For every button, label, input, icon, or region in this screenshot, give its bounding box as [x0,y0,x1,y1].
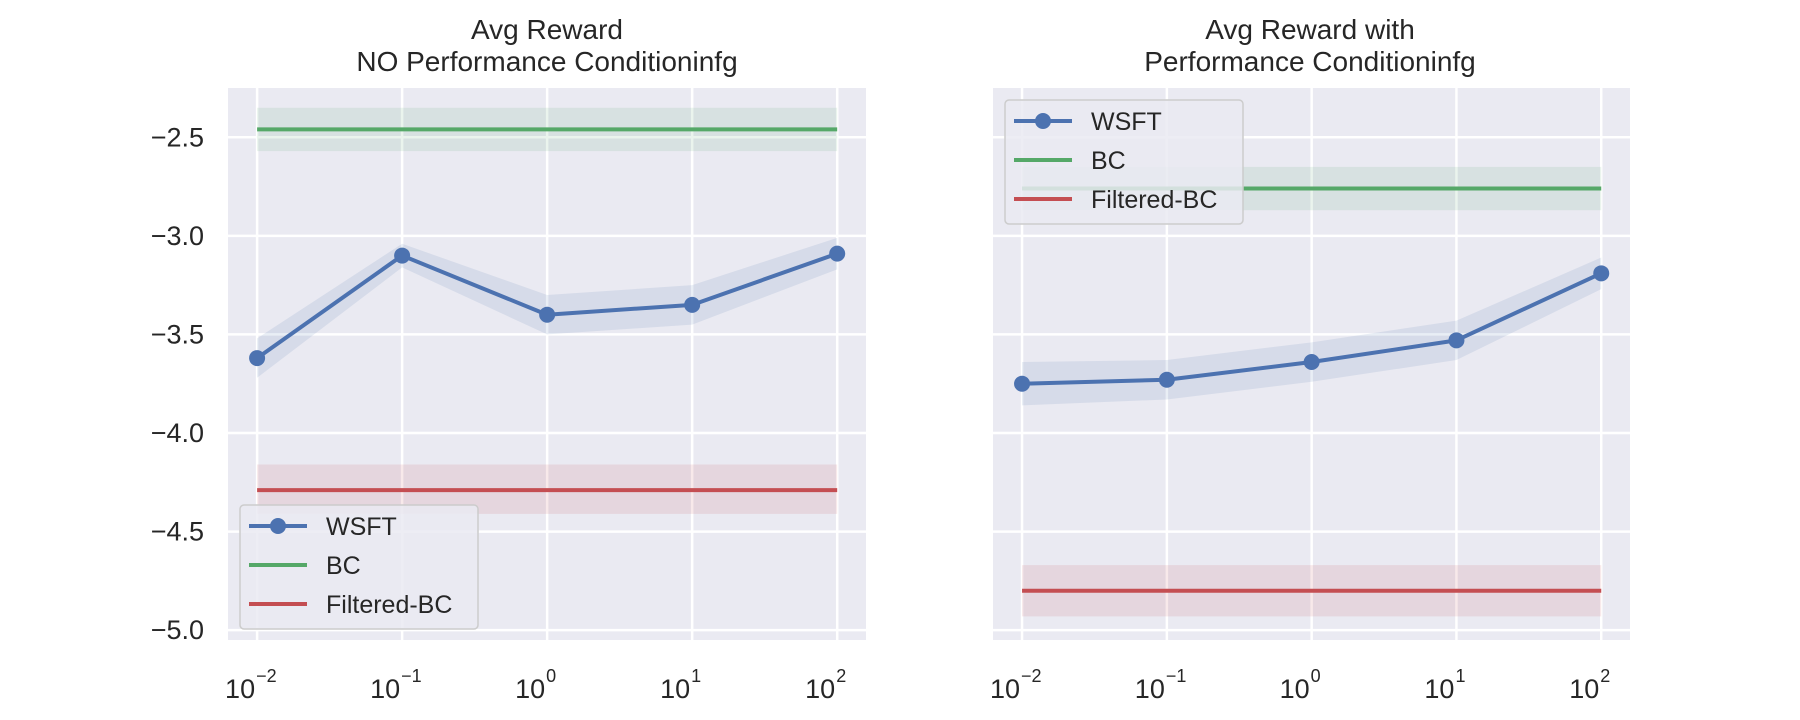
chart-right-point-wsft-4 [1593,265,1610,282]
chart-left-x-tick-exponent: 2 [836,666,846,686]
chart-left-legend-item-wsft: WSFT [249,513,397,541]
chart-left-legend-box [239,504,479,630]
chart-right-point-wsft-2 [1303,354,1320,371]
chart-left-legend-item-bc: BC [249,552,361,580]
chart-left-title-line-1: Avg Reward [471,14,623,45]
chart-right-x-tick-base: 10 [1280,674,1310,704]
chart-left-point-wsft-2 [539,306,556,323]
chart-left-title-line-2: NO Performance Conditioninfg [356,46,737,77]
chart-left-point-wsft-3 [684,296,701,313]
chart-left: Avg Reward NO Performance Conditioninfg … [151,14,866,704]
chart-left-point-wsft-0 [249,350,266,367]
chart-right-x-tick-label: 10 −2 [990,666,1042,704]
chart-right-x-tick-exponent: 2 [1600,666,1610,686]
chart-right-x-tick-labels: 10 −2 10 −1 10 0 10 1 10 2 [990,666,1610,704]
chart-right-legend-label-filtered_bc: Filtered-BC [1091,186,1217,214]
chart-left-point-wsft-1 [394,247,411,264]
chart-right-x-tick-label: 10 2 [1569,666,1610,704]
chart-left-y-tick-label: −4.5 [151,517,204,547]
chart-left-x-tick-base: 10 [370,674,400,704]
chart-left-x-tick-base: 10 [660,674,690,704]
chart-left-legend: WSFT BC Filtered-BC [239,504,479,630]
chart-left-y-tick-label: −3.0 [151,221,204,251]
chart-left-x-tick-exponent: 0 [546,666,556,686]
chart-left-x-tick-label: 10 0 [515,666,556,704]
chart-left-x-tick-label: 10 2 [805,666,846,704]
chart-left-y-tick-label: −2.5 [151,122,204,152]
chart-right-x-tick-exponent: 0 [1311,666,1321,686]
chart-right-legend-item-wsft: WSFT [1014,108,1162,136]
chart-right-x-tick-exponent: −1 [1166,666,1187,686]
chart-right-legend: WSFT BC Filtered-BC [1004,99,1244,225]
chart-right-legend-box [1004,99,1244,225]
chart-left-y-tick-labels: −2.5 −3.0 −3.5 −4.0 −4.5 −5.0 [151,122,204,645]
chart-left-x-tick-exponent: 1 [691,666,701,686]
chart-right-title-line-1: Avg Reward with [1205,14,1415,45]
chart-left-y-tick-label: −3.5 [151,319,204,349]
chart-right-legend-label-wsft: WSFT [1091,108,1162,136]
chart-right-x-tick-base: 10 [990,674,1020,704]
chart-left-legend-marker-wsft [270,518,286,534]
chart-left-x-tick-exponent: −1 [401,666,422,686]
chart-left-x-tick-labels: 10 −2 10 −1 10 0 10 1 10 2 [225,666,846,704]
chart-right: Avg Reward with Performance Conditioninf… [990,14,1630,704]
chart-right-x-tick-label: 10 −1 [1135,666,1187,704]
chart-left-x-tick-base: 10 [805,674,835,704]
chart-right-points [1014,265,1610,392]
chart-left-legend-item-filtered_bc: Filtered-BC [249,591,452,619]
chart-left-x-tick-exponent: −2 [256,666,277,686]
chart-left-y-tick-label: −5.0 [151,615,204,645]
chart-left-y-tick-label: −4.0 [151,418,204,448]
chart-left-x-tick-label: 10 −1 [370,666,422,704]
chart-left-x-tick-label: 10 −2 [225,666,277,704]
chart-right-x-tick-label: 10 1 [1424,666,1465,704]
chart-right-x-tick-base: 10 [1424,674,1454,704]
chart-right-x-tick-label: 10 0 [1280,666,1321,704]
chart-right-legend-item-filtered_bc: Filtered-BC [1014,186,1217,214]
chart-right-x-tick-base: 10 [1569,674,1599,704]
chart-right-legend-item-bc: BC [1014,147,1126,175]
chart-right-band-wsft [1022,257,1602,406]
chart-right-legend-label-bc: BC [1091,147,1126,175]
chart-right-point-wsft-3 [1448,332,1465,349]
chart-right-x-tick-exponent: 1 [1455,666,1465,686]
chart-right-point-wsft-0 [1014,375,1031,392]
chart-left-legend-label-bc: BC [326,552,361,580]
chart-right-title-line-2: Performance Conditioninfg [1144,46,1476,77]
chart-left-legend-label-filtered_bc: Filtered-BC [326,591,452,619]
chart-right-legend-marker-wsft [1035,113,1051,129]
chart-left-x-tick-base: 10 [515,674,545,704]
chart-left-x-tick-base: 10 [225,674,255,704]
chart-right-x-tick-base: 10 [1135,674,1165,704]
chart-left-point-wsft-4 [829,245,846,262]
chart-right-point-wsft-1 [1158,371,1175,388]
chart-left-x-tick-label: 10 1 [660,666,701,704]
chart-left-legend-label-wsft: WSFT [326,513,397,541]
chart-left-points [249,245,846,367]
chart-right-x-tick-exponent: −2 [1021,666,1042,686]
